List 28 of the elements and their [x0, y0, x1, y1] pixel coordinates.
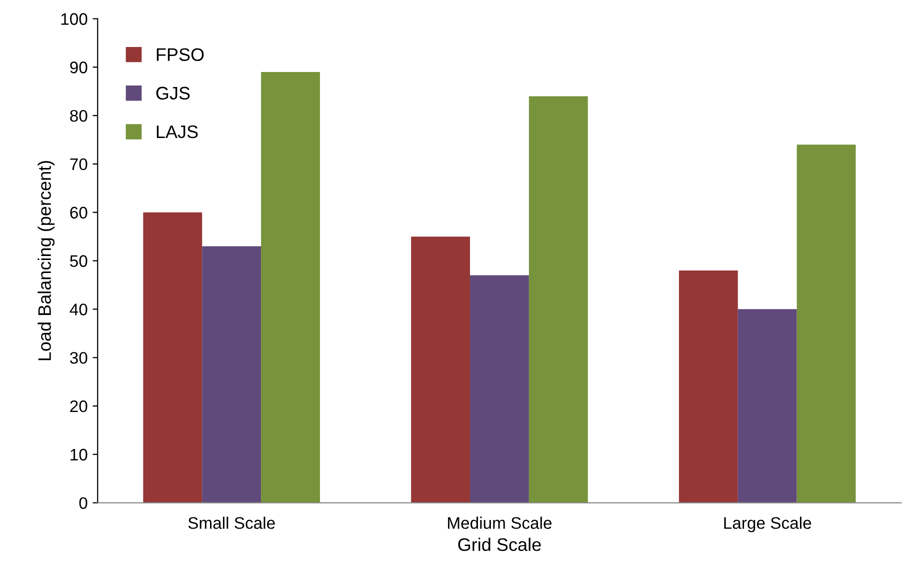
x-axis-title: Grid Scale [458, 538, 541, 552]
bar [796, 144, 856, 503]
y-tick-label: 100 [61, 13, 88, 25]
legend-label: FPSO [156, 48, 204, 61]
y-tick-label: 70 [70, 158, 88, 170]
y-tick-label: 50 [70, 255, 88, 267]
bar [528, 96, 588, 503]
bar [470, 275, 529, 503]
y-axis-title: Load Balancing (percent) [38, 161, 55, 360]
bar [738, 309, 797, 503]
x-tick-label: Medium Scale [448, 516, 552, 529]
y-tick-label: 40 [70, 304, 88, 316]
bar [143, 212, 202, 503]
y-tick-label: 80 [70, 110, 88, 122]
bar [678, 270, 738, 503]
bar [411, 236, 470, 503]
x-tick-label: Small Scale [188, 516, 275, 529]
bar [202, 246, 262, 503]
y-tick-label: 20 [70, 400, 88, 412]
y-tick-label: 10 [70, 448, 88, 461]
y-tick-label: 90 [70, 62, 88, 74]
legend-label: LAJS [156, 125, 198, 138]
y-tick-label: 0 [79, 497, 88, 509]
x-tick-label: Large Scale [724, 516, 812, 532]
legend-label: GJS [156, 86, 190, 100]
bar [261, 72, 320, 503]
y-tick-label: 30 [70, 352, 88, 364]
y-tick-label: 60 [70, 206, 88, 219]
